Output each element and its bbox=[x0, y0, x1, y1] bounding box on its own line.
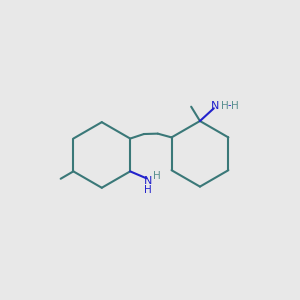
Text: -: - bbox=[227, 100, 231, 110]
Text: H: H bbox=[221, 100, 229, 110]
Text: N: N bbox=[211, 100, 219, 110]
Text: N: N bbox=[144, 176, 152, 186]
Text: H: H bbox=[231, 100, 239, 110]
Text: H: H bbox=[144, 185, 152, 195]
Text: H: H bbox=[153, 170, 161, 181]
